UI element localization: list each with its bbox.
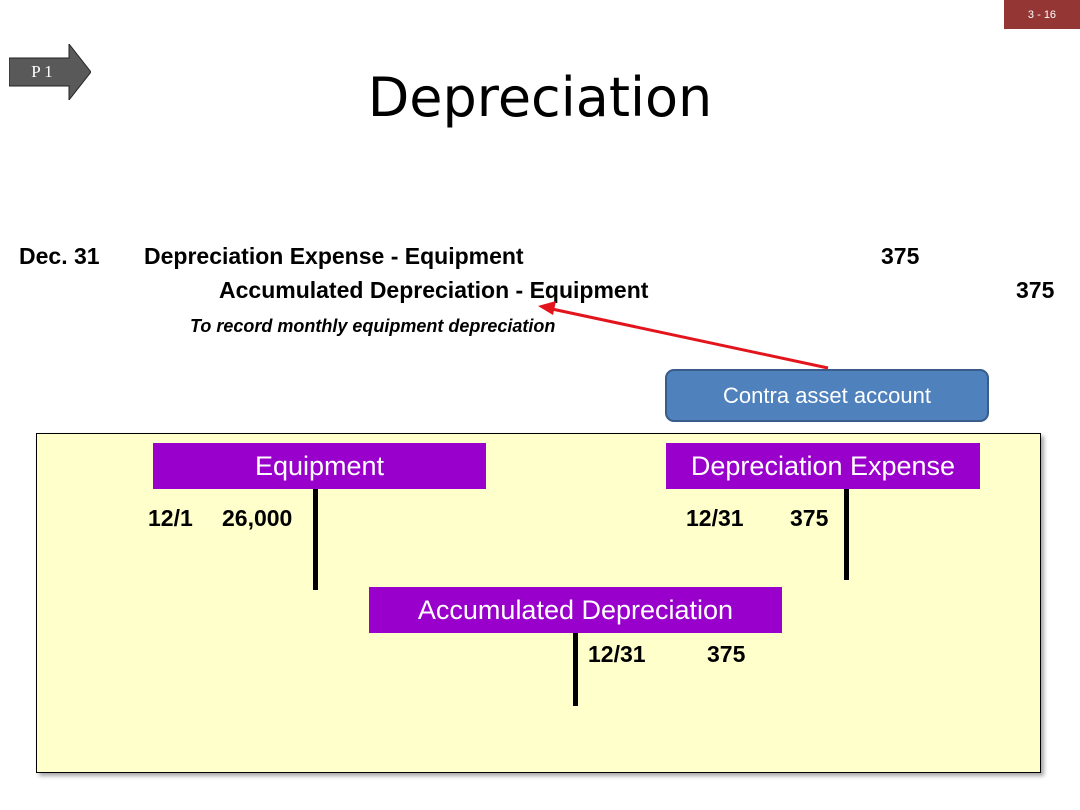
accumulated-depreciation-credit-amount: 375 xyxy=(707,641,746,667)
contra-asset-callout: Contra asset account xyxy=(665,369,989,422)
depreciation-expense-debit-date: 12/31 xyxy=(686,505,744,531)
journal-credit-amount: 375 xyxy=(1016,277,1055,303)
page-number-badge: 3 - 16 xyxy=(1004,0,1080,29)
journal-entry-date: Dec. 31 xyxy=(19,243,100,269)
objective-tag-label: P 1 xyxy=(31,62,53,81)
equipment-debit-date: 12/1 xyxy=(148,505,193,531)
journal-credit-account: Accumulated Depreciation - Equipment xyxy=(219,277,649,303)
depreciation-expense-debit-amount: 375 xyxy=(790,505,829,531)
slide-title: Depreciation xyxy=(367,66,713,129)
journal-entry-memo: To record monthly equipment depreciation xyxy=(190,316,556,336)
equipment-t-divider xyxy=(313,489,318,590)
equipment-debit-amount: 26,000 xyxy=(222,505,293,531)
journal-debit-account: Depreciation Expense - Equipment xyxy=(144,243,524,269)
accumulated-depreciation-t-divider xyxy=(573,633,578,706)
journal-debit-amount: 375 xyxy=(881,243,920,269)
accumulated-depreciation-credit-date: 12/31 xyxy=(588,641,646,667)
depreciation-expense-account-header: Depreciation Expense xyxy=(666,443,980,489)
accumulated-depreciation-account-header: Accumulated Depreciation xyxy=(369,587,782,633)
objective-arrow-icon xyxy=(9,44,91,100)
depreciation-expense-t-divider xyxy=(844,489,849,580)
equipment-account-header: Equipment xyxy=(153,443,486,489)
